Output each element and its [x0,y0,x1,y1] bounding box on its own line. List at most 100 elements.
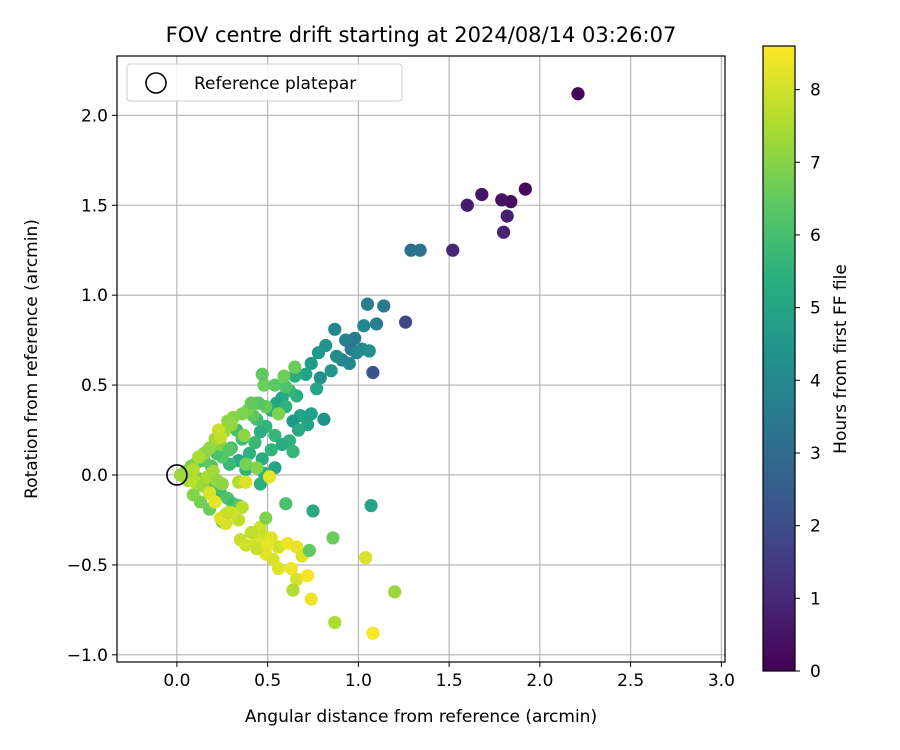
data-point [288,360,302,374]
data-point [311,346,326,360]
data-point [369,317,384,331]
colorbar-tick-label: 4 [810,371,821,391]
colorbar-tick-label: 5 [810,299,821,319]
data-point [446,243,460,257]
colorbar-ticks: 0 1 2 3 4 5 6 7 8 [795,81,821,682]
colorbar-tick-label: 0 [810,662,821,682]
chart-title: FOV centre drift starting at 2024/08/14 … [166,23,677,47]
y-tick-label: −0.5 [67,556,108,576]
data-point [413,243,427,257]
data-point [271,407,286,421]
data-point [250,461,264,475]
data-point [262,470,277,484]
legend-marker [145,72,167,94]
data-point [496,225,511,239]
data-points [173,87,585,640]
plot-frame [116,55,726,663]
colorbar-tick-label: 1 [810,589,821,609]
data-point [275,437,289,452]
data-point [304,592,318,606]
data-point [475,187,489,202]
data-point [571,87,585,101]
colorbar-gradient [762,45,796,672]
data-point [495,193,509,207]
data-point [388,585,402,599]
data-point [268,428,282,443]
data-point [212,423,226,437]
data-point [244,396,258,410]
data-point [500,209,514,223]
gridlines [117,56,725,662]
data-point [248,436,262,450]
data-point [277,369,291,383]
data-point [360,297,375,311]
data-point [300,569,315,583]
data-point [364,498,378,513]
y-tick-label: 0.5 [81,376,108,396]
data-point [324,364,338,378]
colorbar-tick-label: 8 [810,81,821,101]
data-point [291,423,306,437]
data-point [261,538,275,552]
data-point [271,561,286,576]
x-tick-label: 2.5 [617,671,644,691]
data-point [250,542,264,556]
data-point [268,378,282,392]
data-point [304,407,318,421]
data-point [317,412,331,426]
data-point [186,462,200,477]
data-point [224,418,238,432]
y-tick-label: −1.0 [67,646,108,666]
x-tick-label: 3.0 [708,671,735,691]
data-point [304,356,318,371]
data-point [328,615,342,630]
legend: Reference platepar [126,63,403,102]
data-point [239,457,253,471]
data-point [460,198,474,212]
data-point [342,356,356,371]
data-point [235,500,249,514]
data-point [279,497,293,511]
data-point [255,367,269,381]
data-point [290,572,304,586]
data-point [279,380,293,394]
x-tick-label: 1.0 [345,671,372,691]
data-point [264,443,278,457]
data-point [326,531,340,545]
x-axis-label: Angular distance from reference (arcmin) [245,707,597,727]
data-point [328,322,342,336]
y-axis-label: Rotation from reference (arcmin) [22,219,42,499]
data-point [192,450,206,464]
data-point [404,243,418,257]
data-point [208,495,222,509]
data-point [398,315,413,329]
data-point [239,538,253,552]
colorbar-label: Hours from first FF file [831,264,851,454]
x-tick-label: 1.5 [436,671,463,691]
data-point [221,506,235,520]
x-tick-label: 0.0 [163,671,190,691]
colorbar: 0 1 2 3 4 5 6 7 8 Hours from first FF file [762,45,851,682]
plot-area [117,56,725,662]
y-tick-label: 0.0 [81,466,108,486]
colorbar-tick-label: 3 [810,444,821,464]
data-point [244,525,258,540]
data-point [286,445,300,459]
data-point [313,371,327,385]
data-point [359,551,373,565]
y-axis-ticks: −1.0 −0.5 0.0 0.5 1.0 1.5 2.0 [67,106,117,666]
data-point [518,182,532,196]
data-point [306,504,320,518]
data-point [366,626,380,640]
legend-box [126,63,403,102]
data-point [242,446,257,461]
data-point [302,543,316,558]
data-point [286,583,300,597]
data-point [239,475,253,489]
data-point [215,477,229,491]
x-tick-label: 0.5 [254,671,281,691]
data-point [173,468,188,482]
data-point [310,382,324,396]
x-tick-label: 2.0 [526,671,553,691]
